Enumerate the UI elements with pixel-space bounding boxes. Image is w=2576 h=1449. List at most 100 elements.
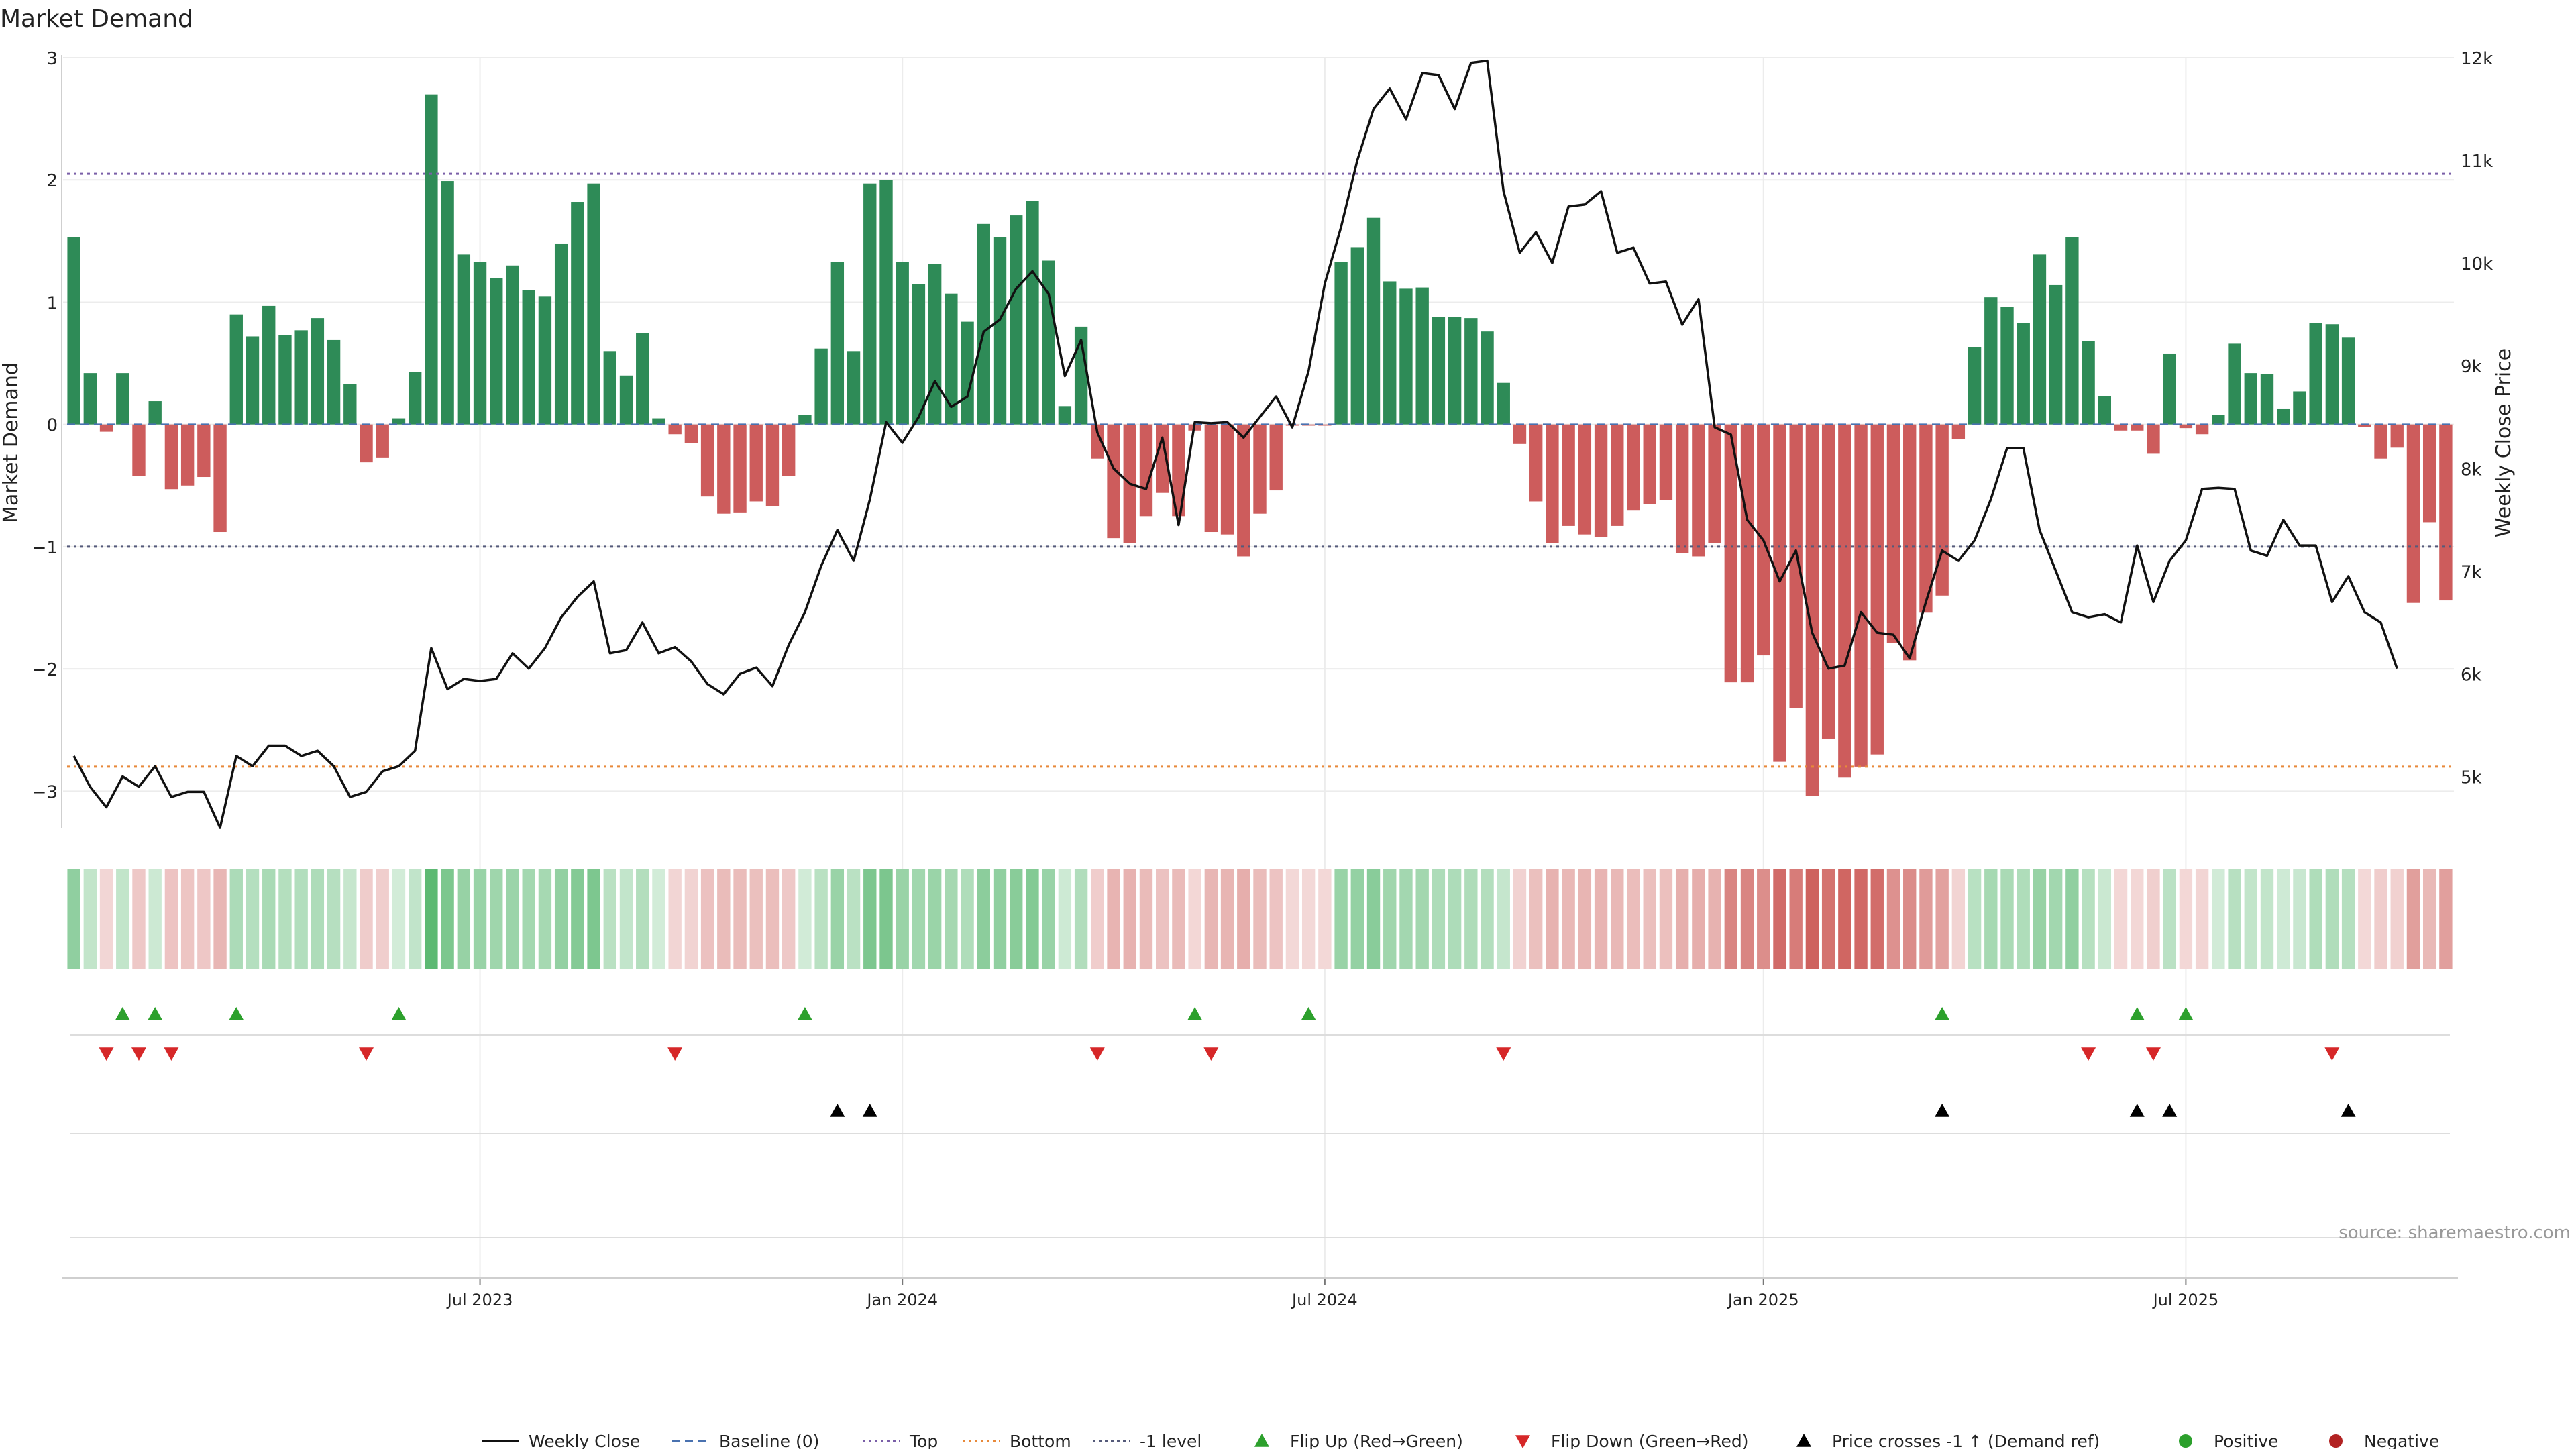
- demand-strip-cell: [376, 869, 389, 969]
- demand-strip-cell: [2131, 869, 2144, 969]
- y2-tick-label: 6k: [2461, 665, 2482, 685]
- demand-strip-cell: [1253, 869, 1267, 969]
- legend-item: Weekly Close: [482, 1432, 640, 1449]
- demand-strip-cell: [814, 869, 828, 969]
- demand-strip-cell: [1821, 869, 1835, 969]
- demand-strip-cell: [1042, 869, 1055, 969]
- demand-strip-cell: [1481, 869, 1494, 969]
- flip-down-marker: [131, 1047, 146, 1061]
- demand-strip-cell: [1919, 869, 1933, 969]
- demand-strip-cell: [2147, 869, 2160, 969]
- demand-bar: [538, 296, 552, 425]
- demand-strip-cell: [441, 869, 454, 969]
- demand-bar: [1269, 424, 1283, 491]
- demand-bar: [830, 262, 845, 425]
- demand-bar: [554, 243, 568, 425]
- demand-strip-cell: [1757, 869, 1770, 969]
- demand-bar: [213, 424, 227, 533]
- demand-strip-cell: [700, 869, 714, 969]
- demand-strip-cell: [652, 869, 665, 969]
- legend-label: Top: [909, 1432, 938, 1449]
- demand-strip-cell: [473, 869, 487, 969]
- demand-bar: [392, 418, 406, 425]
- demand-bar: [1594, 424, 1608, 537]
- y2-tick-label: 7k: [2461, 562, 2482, 582]
- demand-strip-cell: [1692, 869, 1705, 969]
- demand-strip-cell: [993, 869, 1007, 969]
- demand-strip-cell: [1188, 869, 1201, 969]
- demand-bar: [1984, 297, 1998, 425]
- demand-bar: [1546, 424, 1559, 543]
- demand-bar: [1611, 424, 1624, 526]
- demand-strip-cell: [490, 869, 503, 969]
- demand-bar: [408, 372, 422, 425]
- demand-bar: [1481, 331, 1494, 425]
- demand-strip-cell: [327, 869, 341, 969]
- y2-tick-label: 10k: [2461, 254, 2493, 274]
- demand-bar: [1789, 424, 1803, 708]
- demand-strip-cell: [1285, 869, 1299, 969]
- demand-bar: [603, 351, 616, 425]
- demand-strip-cell: [847, 869, 861, 969]
- demand-bar: [1870, 424, 1884, 755]
- y-axis-label: Market Demand: [0, 362, 23, 523]
- demand-bar: [896, 262, 909, 425]
- demand-bar: [1107, 424, 1120, 539]
- demand-bar: [814, 348, 828, 425]
- demand-strip-cell: [311, 869, 325, 969]
- demand-strip-cell: [1951, 869, 1966, 969]
- demand-strip-cell: [2260, 869, 2274, 969]
- x-tick-label: Jul 2023: [446, 1291, 513, 1309]
- demand-strip-cell: [360, 869, 373, 969]
- y2-tick-label: 12k: [2461, 49, 2493, 69]
- demand-bar: [2082, 341, 2095, 425]
- chart-title: Market Demand: [0, 5, 193, 33]
- legend-item: Negative: [2329, 1432, 2439, 1449]
- demand-bar: [2439, 424, 2453, 601]
- demand-strip-cell: [1903, 869, 1917, 969]
- demand-strip-cell: [1301, 869, 1316, 969]
- demand-bar: [1627, 424, 1640, 511]
- demand-bar: [1058, 406, 1072, 425]
- demand-bar: [977, 223, 990, 425]
- demand-strip-cell: [977, 869, 990, 969]
- legend-item: Flip Down (Green→Red): [1515, 1432, 1749, 1449]
- demand-bar: [1253, 424, 1267, 514]
- demand-strip-cell: [132, 869, 146, 969]
- demand-bar: [2358, 424, 2371, 427]
- demand-strip-cell: [1074, 869, 1088, 969]
- demand-bar: [2406, 424, 2420, 603]
- flip-up-marker: [229, 1007, 244, 1020]
- demand-bar: [294, 330, 308, 425]
- demand-bar: [180, 424, 195, 486]
- demand-strip-cell: [684, 869, 698, 969]
- demand-strip-cell: [733, 869, 747, 969]
- demand-bar: [2325, 324, 2339, 425]
- demand-strip-cell: [1058, 869, 1072, 969]
- legend-item: Positive: [2179, 1432, 2278, 1449]
- demand-bar: [587, 183, 600, 425]
- demand-bar: [1854, 424, 1868, 767]
- demand-strip-cell: [2422, 869, 2436, 969]
- flip-up-marker: [1301, 1007, 1316, 1020]
- demand-bar: [1220, 424, 1234, 535]
- flip-down-marker: [2324, 1047, 2340, 1061]
- demand-strip-cell: [2049, 869, 2063, 969]
- demand-strip-cell: [229, 869, 243, 969]
- demand-bar: [2309, 323, 2322, 425]
- demand-strip-cell: [392, 869, 406, 969]
- y-tick-label: 2: [46, 171, 58, 191]
- demand-strip-cell: [1107, 869, 1120, 969]
- demand-strip-cell: [830, 869, 845, 969]
- demand-bar: [733, 424, 747, 513]
- demand-strip-cell: [116, 869, 129, 969]
- flip-up-marker: [391, 1007, 407, 1020]
- demand-bar: [1074, 326, 1088, 425]
- demand-bar: [879, 180, 893, 425]
- demand-strip-cell: [2277, 869, 2290, 969]
- demand-strip-cell: [148, 869, 162, 969]
- demand-bar: [376, 424, 389, 458]
- legend-item: Top: [863, 1432, 938, 1449]
- x-tick-label: Jul 2025: [2152, 1291, 2219, 1309]
- demand-bar: [1659, 424, 1673, 500]
